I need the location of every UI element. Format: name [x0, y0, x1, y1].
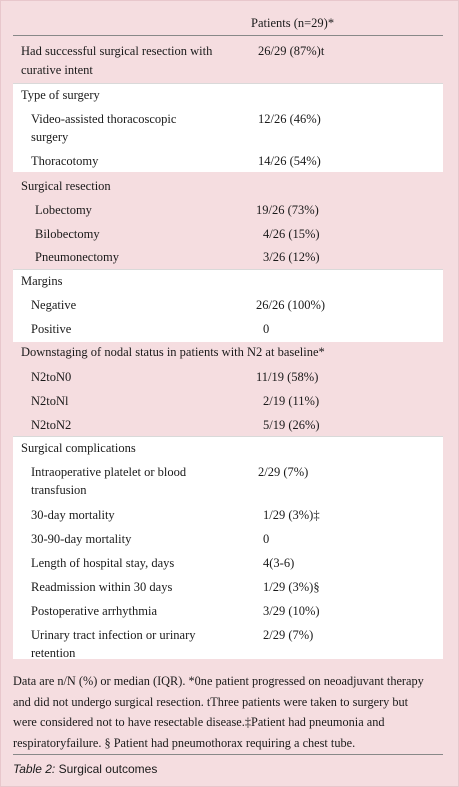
row-label: Lobectomy — [35, 203, 92, 217]
row-label: Intraoperative platelet or blood — [31, 465, 187, 479]
section-label: Margins — [21, 274, 63, 288]
footnote-line: respiratoryfailure. § Patient had pneumo… — [13, 735, 356, 750]
row-label: curative intent — [21, 63, 93, 77]
section-label: Surgical complications — [21, 441, 136, 455]
row-label: Positive — [31, 322, 72, 336]
row-value: 12/26 (46%) — [258, 112, 321, 126]
row-label: Length of hospital stay, days — [31, 556, 175, 570]
row-label: N2toNl — [31, 394, 69, 408]
column-header-patients: Patients (n=29)* — [251, 16, 335, 30]
row-value: 2/19 (11%) — [263, 394, 320, 408]
row-label: N2toN2 — [31, 418, 72, 432]
row-value: 26/26 (100%) — [256, 298, 326, 312]
row-label: 30-day mortality — [31, 508, 115, 522]
row-label: Readmission within 30 days — [31, 580, 173, 594]
row-value: 11/19 (58%) — [256, 370, 319, 384]
row-group-surgical-resection: Surgical resection Lobectomy 19/26 (73%)… — [13, 175, 443, 265]
row-value: 4/26 (15%) — [263, 227, 320, 241]
row-group-type-of-surgery: Type of surgery Video-assisted thoracosc… — [13, 83, 443, 172]
row-value: 5/19 (26%) — [263, 418, 320, 432]
row-label: Urinary tract infection or urinary — [31, 628, 196, 642]
row-value: 2/29 (7%) — [258, 465, 309, 479]
footnote-line: and did not undergo surgical resection. … — [13, 694, 409, 709]
section-label: Downstaging of nodal status in patients … — [21, 345, 325, 359]
row-label: Thoracotomy — [31, 154, 99, 168]
row-label: retention — [31, 646, 76, 660]
row-value: 26/29 (87%)t — [258, 44, 325, 58]
row-label: surgery — [31, 130, 69, 144]
row-value: 1/29 (3%)‡ — [263, 508, 320, 522]
row-label: Had successful surgical resection with — [21, 44, 213, 58]
caption-rule — [13, 754, 443, 755]
row-label: Video-assisted thoracoscopic — [31, 112, 177, 126]
caption-text: Surgical outcomes — [55, 762, 158, 776]
table-caption: Table 2: Surgical outcomes — [13, 762, 157, 776]
row-label: Negative — [31, 298, 77, 312]
table-footnote: Data are n/N (%) or median (IQR). *0ne p… — [13, 671, 445, 753]
footnote-line: were considered not to have resectable d… — [13, 715, 385, 729]
row-label: transfusion — [31, 483, 87, 497]
row-group-resection: Had successful surgical resection with 2… — [13, 42, 443, 80]
row-group-margins: Margins Negative 26/26 (100%) Positive 0 — [13, 269, 443, 342]
row-value: 1/29 (3%)§ — [263, 580, 320, 594]
row-value: 14/26 (54%) — [258, 154, 321, 168]
row-value: 19/26 (73%) — [256, 203, 319, 217]
row-label: 30-90-day mortality — [31, 532, 132, 546]
row-group-downstaging: Downstaging of nodal status in patients … — [13, 342, 443, 434]
header-rule — [13, 35, 443, 36]
row-value: 0 — [263, 532, 270, 546]
row-label: Postoperative arrhythmia — [31, 604, 158, 618]
row-value: 3/29 (10%) — [263, 604, 320, 618]
section-label: Surgical resection — [21, 179, 111, 193]
row-group-complications: Surgical complications Intraoperative pl… — [13, 436, 443, 660]
row-label: Bilobectomy — [35, 227, 100, 241]
row-label: Pneumonectomy — [35, 250, 120, 264]
section-label: Type of surgery — [21, 88, 100, 102]
row-value: 0 — [263, 322, 270, 336]
row-value: 3/26 (12%) — [263, 250, 320, 264]
row-value: 2/29 (7%) — [263, 628, 314, 642]
caption-label: Table 2: — [13, 762, 56, 776]
row-label: N2toN0 — [31, 370, 72, 384]
row-value: 4(3-6) — [263, 556, 295, 570]
footnote-line: Data are n/N (%) or median (IQR). *0ne p… — [13, 674, 424, 688]
